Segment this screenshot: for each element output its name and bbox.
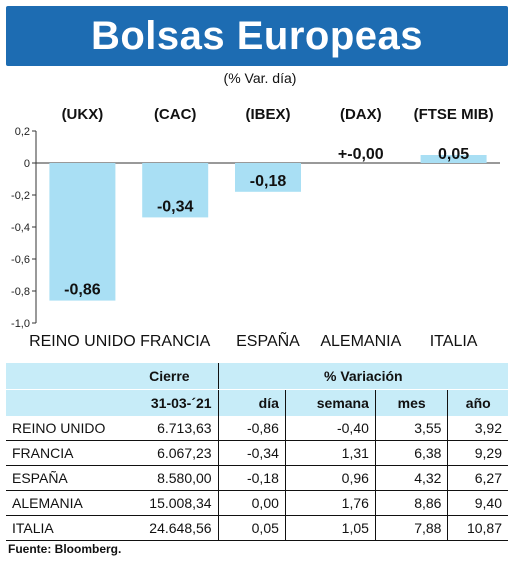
bar-reino-unido [49,163,116,301]
header-mes: mes [374,389,448,416]
y-tick-label: -0,8 [11,286,30,298]
cell-mes: 7,88 [374,515,448,541]
cell-anio: 3,92 [447,416,508,441]
table-row: REINO UNIDO 6.713,63 -0,86 -0,40 3,55 3,… [6,416,508,441]
table-row: ESPAÑA 8.580,00 -0,18 0,96 4,32 6,27 [6,465,508,491]
cell-dia: -0,18 [217,465,286,491]
cell-semana: 0,96 [284,465,376,491]
category-label: ITALIA [430,333,478,350]
page-title: Bolsas Europeas [90,13,424,58]
ticker-label: (IBEX) [246,106,291,123]
table-subheader-row: 31-03-´21 día semana mes año [6,389,508,416]
bar-españa [235,163,301,192]
table-header-row: Cierre % Variación [6,363,508,390]
table-row: ALEMANIA 15.008,34 0,00 1,76 8,86 9,40 [6,490,508,516]
cell-dia: 0,05 [217,515,286,541]
header-variacion: % Variación [217,363,508,390]
category-label: ALEMANIA [320,333,401,350]
data-label: +-0,00 [338,146,384,163]
y-tick-label: -1,0 [11,318,30,330]
y-tick-label: -0,2 [11,190,30,202]
cell-cierre: 24.648,56 [121,515,219,541]
category-label: REINO UNIDO [29,333,136,350]
ticker-label: (UKX) [62,106,104,123]
cell-semana: -0,40 [284,416,376,441]
cell-dia: 0,00 [217,490,286,516]
header-date: 31-03-´21 [121,389,219,416]
cell-semana: 1,31 [284,440,376,466]
data-table-wrapper: Cierre % Variación 31-03-´21 día semana … [6,363,508,541]
header-dia: día [217,389,286,416]
cell-cierre: 6.713,63 [121,416,219,441]
header-cierre: Cierre [121,363,219,390]
bar-francia [142,163,209,218]
data-table: Cierre % Variación 31-03-´21 día semana … [6,363,508,541]
data-label: -0,34 [157,198,194,215]
cell-mes: 8,86 [374,490,448,516]
cell-name: FRANCIA [6,440,122,466]
y-tick-label: -0,4 [11,222,30,234]
cell-semana: 1,05 [284,515,376,541]
table-row: FRANCIA 6.067,23 -0,34 1,31 6,38 9,29 [6,440,508,466]
cell-dia: -0,34 [217,440,286,466]
data-label: -0,86 [64,282,101,299]
cell-anio: 10,87 [447,515,508,541]
cell-name: ALEMANIA [6,490,122,516]
data-label: -0,18 [250,173,287,190]
cell-cierre: 8.580,00 [121,465,219,491]
cell-mes: 4,32 [374,465,448,491]
category-label: ESPAÑA [236,330,300,350]
category-label: FRANCIA [140,333,211,350]
header-empty-2 [6,389,122,416]
header-empty [6,363,122,390]
y-tick-label: -0,6 [11,254,30,266]
cell-name: REINO UNIDO [6,416,122,441]
ticker-label: (DAX) [340,106,382,123]
cell-mes: 6,38 [374,440,448,466]
bar-italia [420,155,487,163]
header-anio: año [447,389,508,416]
ticker-label: (CAC) [154,106,197,123]
header-semana: semana [284,389,376,416]
chart-subtitle: (% Var. día) [223,70,297,86]
cell-name: ITALIA [6,515,122,541]
y-tick-label: 0 [24,158,30,170]
cell-anio: 6,27 [447,465,508,491]
ticker-label: (FTSE MIB) [414,106,494,123]
cell-semana: 1,76 [284,490,376,516]
cell-cierre: 15.008,34 [121,490,219,516]
data-label: 0,05 [438,146,469,163]
cell-mes: 3,55 [374,416,448,441]
cell-anio: 9,40 [447,490,508,516]
cell-name: ESPAÑA [6,465,122,491]
cell-dia: -0,86 [217,416,286,441]
table-row: ITALIA 24.648,56 0,05 1,05 7,88 10,87 [6,515,508,541]
source-note: Fuente: Bloomberg. [8,542,122,556]
y-tick-label: 0,2 [15,126,30,138]
bar-chart: 0,2 0 -0,2 -0,4 -0,6 -0,8 -1,0 (UKX) REINO UNIDO… [11,106,500,350]
title-banner: Bolsas Europeas [6,6,508,66]
cell-anio: 9,29 [447,440,508,466]
cell-cierre: 6.067,23 [121,440,219,466]
